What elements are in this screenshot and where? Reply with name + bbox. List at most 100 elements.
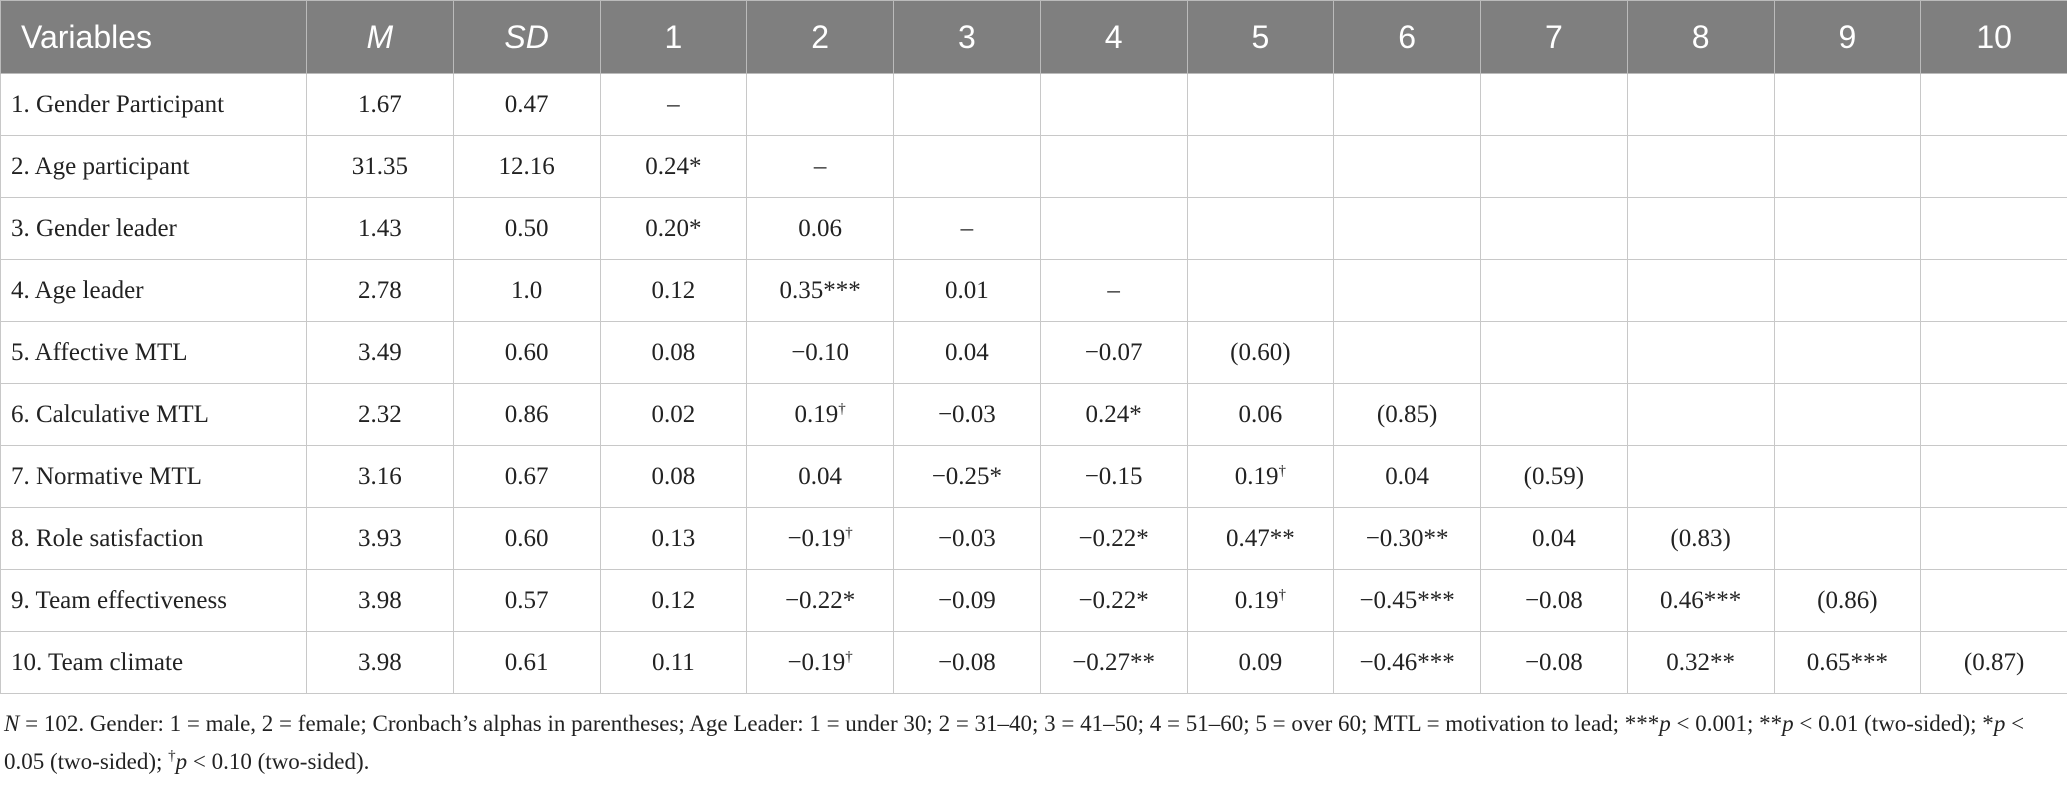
cell: 0.65***	[1773, 631, 1922, 694]
cell: 3.98	[306, 569, 454, 632]
cell	[1480, 135, 1628, 198]
cell	[1773, 259, 1922, 322]
cell: (0.60)	[1186, 321, 1335, 384]
cell: 1.43	[306, 197, 454, 260]
cell: −0.09	[893, 569, 1041, 632]
cell: −0.22*	[746, 569, 894, 632]
cell	[1773, 321, 1922, 384]
column-header: 2	[746, 0, 894, 74]
cell	[1626, 383, 1775, 446]
footnote-part: p	[175, 749, 188, 774]
cell: (0.83)	[1626, 507, 1775, 570]
table-row: 10. Team climate 3.98 0.61 0.11 −0.19† −0.08−…	[0, 631, 2067, 694]
cell: 0.24*	[1039, 383, 1188, 446]
row-label: 6. Calculative MTL	[0, 383, 307, 446]
cell	[1480, 383, 1628, 446]
cell: −0.19†	[746, 507, 894, 570]
cell	[893, 73, 1041, 136]
cell	[1773, 135, 1922, 198]
column-header: 7	[1480, 0, 1628, 74]
cell: 0.20*	[599, 197, 748, 260]
column-header: M	[306, 0, 454, 74]
cell	[1773, 73, 1922, 136]
footnote-part: < 0.01 (two-sided); *	[1793, 711, 1994, 736]
cell	[1626, 445, 1775, 508]
cell: 0.01	[893, 259, 1041, 322]
row-label: 1. Gender Participant	[0, 73, 307, 136]
cell	[1773, 445, 1922, 508]
cell	[1333, 321, 1481, 384]
cell: −0.27**	[1039, 631, 1188, 694]
column-header: 5	[1186, 0, 1335, 74]
cell	[1333, 135, 1481, 198]
cell	[1626, 259, 1775, 322]
cell: 0.04	[746, 445, 894, 508]
cell	[1333, 259, 1481, 322]
cell	[1480, 321, 1628, 384]
footnote-part: < 0.001; **	[1670, 711, 1783, 736]
cell: 0.61	[452, 631, 601, 694]
table-row: 5. Affective MTL 3.49 0.60 0.08 −0.10 0.04 −0.…	[0, 321, 2067, 384]
cell	[1480, 259, 1628, 322]
header-row: Variables M SD 1 2 3 4 5 6 7 8 9 10	[0, 0, 2067, 74]
cell: 0.12	[599, 569, 748, 632]
cell: 0.46***	[1626, 569, 1775, 632]
row-label: 3. Gender leader	[0, 197, 307, 260]
footnote-part: p	[1993, 711, 2006, 736]
cell: 0.47	[452, 73, 601, 136]
cell: −0.30**	[1333, 507, 1481, 570]
cell: 0.04	[893, 321, 1041, 384]
cell: −0.22*	[1039, 507, 1188, 570]
table-row: 2. Age participant 31.35 12.16 0.24* –	[0, 135, 2067, 198]
cell: –	[746, 135, 894, 198]
row-label: 8. Role satisfaction	[0, 507, 307, 570]
cell	[1773, 383, 1922, 446]
cell: 0.32**	[1626, 631, 1775, 694]
cell: 0.47**	[1186, 507, 1335, 570]
cell: 0.04	[1480, 507, 1628, 570]
cell: 0.57	[452, 569, 601, 632]
correlation-table: Variables M SD 1 2 3 4 5 6 7 8 9 10 1. Gender Partic…	[0, 0, 2067, 694]
table-row: 8. Role satisfaction 3.93 0.60 0.13 −0.19† −0…	[0, 507, 2067, 570]
cell: −0.45***	[1333, 569, 1481, 632]
cell: (0.85)	[1333, 383, 1481, 446]
cell: 0.06	[1186, 383, 1335, 446]
cell: (0.87)	[1920, 631, 2067, 694]
cell	[1480, 73, 1628, 136]
cell: 31.35	[306, 135, 454, 198]
cell: 2.32	[306, 383, 454, 446]
cell: (0.86)	[1773, 569, 1922, 632]
cell: 0.35***	[746, 259, 894, 322]
row-label: 2. Age participant	[0, 135, 307, 198]
cell: (0.59)	[1480, 445, 1628, 508]
cell: −0.22*	[1039, 569, 1188, 632]
cell: 0.19†	[746, 383, 894, 446]
cell	[1186, 197, 1335, 260]
cell: 3.93	[306, 507, 454, 570]
cell	[1920, 321, 2067, 384]
cell	[1626, 197, 1775, 260]
cell: −0.46***	[1333, 631, 1481, 694]
cell: 3.16	[306, 445, 454, 508]
cell: 0.19†	[1186, 445, 1335, 508]
cell	[1920, 569, 2067, 632]
cell	[1920, 259, 2067, 322]
footnote-part: = 102. Gender: 1 = male, 2 = female; Cro…	[19, 711, 1660, 736]
cell	[1920, 383, 2067, 446]
table-row: 9. Team effectiveness 3.98 0.57 0.12 −0.22* −…	[0, 569, 2067, 632]
cell: 0.11	[599, 631, 748, 694]
row-label: 5. Affective MTL	[0, 321, 307, 384]
cell	[1039, 73, 1188, 136]
cell	[1186, 73, 1335, 136]
cell: 2.78	[306, 259, 454, 322]
column-header: 8	[1626, 0, 1775, 74]
row-label: 7. Normative MTL	[0, 445, 307, 508]
footnote: N = 102. Gender: 1 = male, 2 = female; C…	[0, 694, 2067, 778]
cell	[1626, 321, 1775, 384]
cell: −0.08	[1480, 569, 1628, 632]
cell	[1920, 135, 2067, 198]
footnote-part: < 0.10 (two-sided).	[187, 749, 370, 774]
cell	[1920, 445, 2067, 508]
row-label: 10. Team climate	[0, 631, 307, 694]
